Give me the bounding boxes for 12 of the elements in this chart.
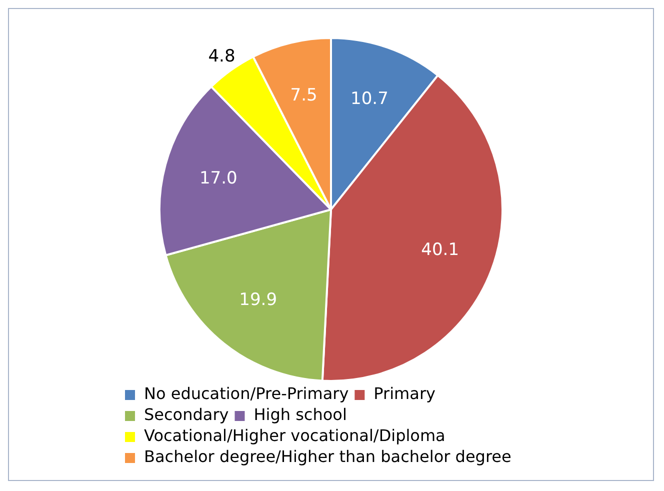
data-label: 19.9: [239, 290, 278, 310]
data-label: 40.1: [421, 240, 460, 260]
legend-label: Primary: [374, 384, 436, 404]
legend-label: Vocational/Higher vocational/Diploma: [144, 426, 446, 446]
legend-label: Secondary: [144, 405, 229, 424]
legend-label: High school: [254, 405, 347, 424]
legend-label: Bachelor degree/Higher than bachelor degree: [144, 447, 512, 466]
data-label: 4.8: [208, 46, 236, 67]
data-label: 7.5: [290, 86, 318, 106]
legend-label: No education/Pre-Primary: [144, 384, 349, 404]
data-label: 10.7: [350, 88, 388, 109]
data-label: 17.0: [199, 168, 238, 189]
